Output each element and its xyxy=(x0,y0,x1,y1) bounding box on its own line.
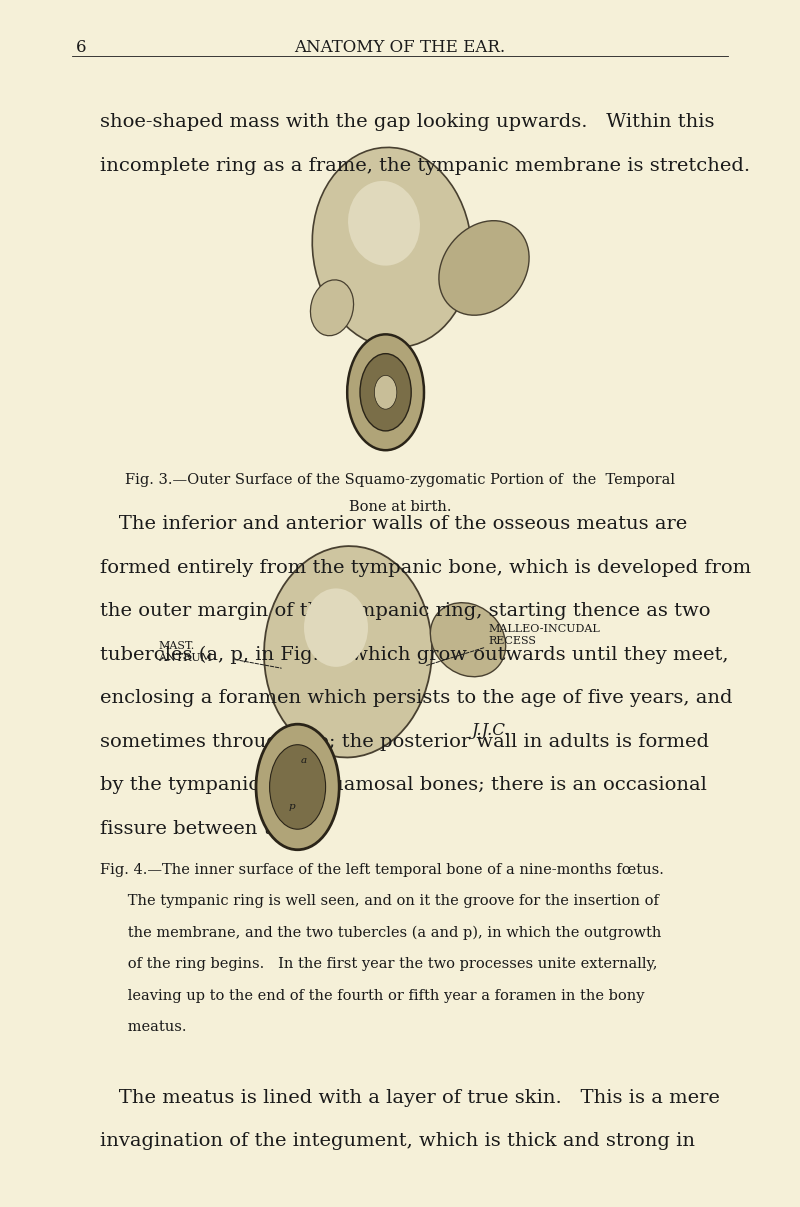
Text: by the tympanic and squamosal bones; there is an occasional: by the tympanic and squamosal bones; the… xyxy=(100,776,707,794)
Text: the outer margin of the tympanic ring, starting thence as two: the outer margin of the tympanic ring, s… xyxy=(100,602,710,620)
Text: Fig. 3.—Outer Surface of the Squamo-zygomatic Portion of  the  Temporal: Fig. 3.—Outer Surface of the Squamo-zygo… xyxy=(125,473,675,488)
Text: the membrane, and the two tubercles (a and p), in which the outgrowth: the membrane, and the two tubercles (a a… xyxy=(100,926,662,940)
Circle shape xyxy=(360,354,411,431)
Ellipse shape xyxy=(264,546,432,758)
Text: leaving up to the end of the fourth or fifth year a foramen in the bony: leaving up to the end of the fourth or f… xyxy=(100,989,645,1003)
Ellipse shape xyxy=(310,280,354,336)
Circle shape xyxy=(347,334,424,450)
Text: a: a xyxy=(301,756,307,765)
Text: The meatus is lined with a layer of true skin.   This is a mere: The meatus is lined with a layer of true… xyxy=(100,1089,720,1107)
Circle shape xyxy=(270,745,326,829)
Ellipse shape xyxy=(312,147,472,348)
Text: of the ring begins.   In the first year the two processes unite externally,: of the ring begins. In the first year th… xyxy=(100,957,658,972)
Text: ANATOMY OF THE EAR.: ANATOMY OF THE EAR. xyxy=(294,39,506,56)
Text: fissure between them.: fissure between them. xyxy=(100,820,320,838)
Circle shape xyxy=(256,724,339,850)
Ellipse shape xyxy=(348,181,420,266)
Text: 6: 6 xyxy=(76,39,86,56)
Text: The tympanic ring is well seen, and on it the groove for the insertion of: The tympanic ring is well seen, and on i… xyxy=(100,894,659,909)
Text: p: p xyxy=(289,801,295,811)
Text: tubercles (a, p, in Fig. 4) which grow outwards until they meet,: tubercles (a, p, in Fig. 4) which grow o… xyxy=(100,646,729,664)
Text: invagination of the integument, which is thick and strong in: invagination of the integument, which is… xyxy=(100,1132,695,1150)
Text: MAST.
ANTRUM: MAST. ANTRUM xyxy=(158,641,213,663)
Ellipse shape xyxy=(439,221,529,315)
Ellipse shape xyxy=(304,588,368,666)
Ellipse shape xyxy=(430,602,506,677)
Text: Fig. 4.—The inner surface of the left temporal bone of a nine-months fœtus.: Fig. 4.—The inner surface of the left te… xyxy=(100,863,664,877)
Text: J.J.C.: J.J.C. xyxy=(472,722,510,739)
Text: formed entirely from the tympanic bone, which is developed from: formed entirely from the tympanic bone, … xyxy=(100,559,751,577)
Text: sometimes through life; the posterior wall in adults is formed: sometimes through life; the posterior wa… xyxy=(100,733,709,751)
Text: shoe-shaped mass with the gap looking upwards.   Within this: shoe-shaped mass with the gap looking up… xyxy=(100,113,714,132)
Circle shape xyxy=(374,375,397,409)
Text: meatus.: meatus. xyxy=(100,1020,186,1034)
Text: enclosing a foramen which persists to the age of five years, and: enclosing a foramen which persists to th… xyxy=(100,689,733,707)
Text: Bone at birth.: Bone at birth. xyxy=(349,500,451,514)
Text: incomplete ring as a frame, the tympanic membrane is stretched.: incomplete ring as a frame, the tympanic… xyxy=(100,157,750,175)
Text: MALLEO-INCUDAL
RECESS: MALLEO-INCUDAL RECESS xyxy=(488,624,600,646)
Text: The inferior and anterior walls of the osseous meatus are: The inferior and anterior walls of the o… xyxy=(100,515,687,533)
